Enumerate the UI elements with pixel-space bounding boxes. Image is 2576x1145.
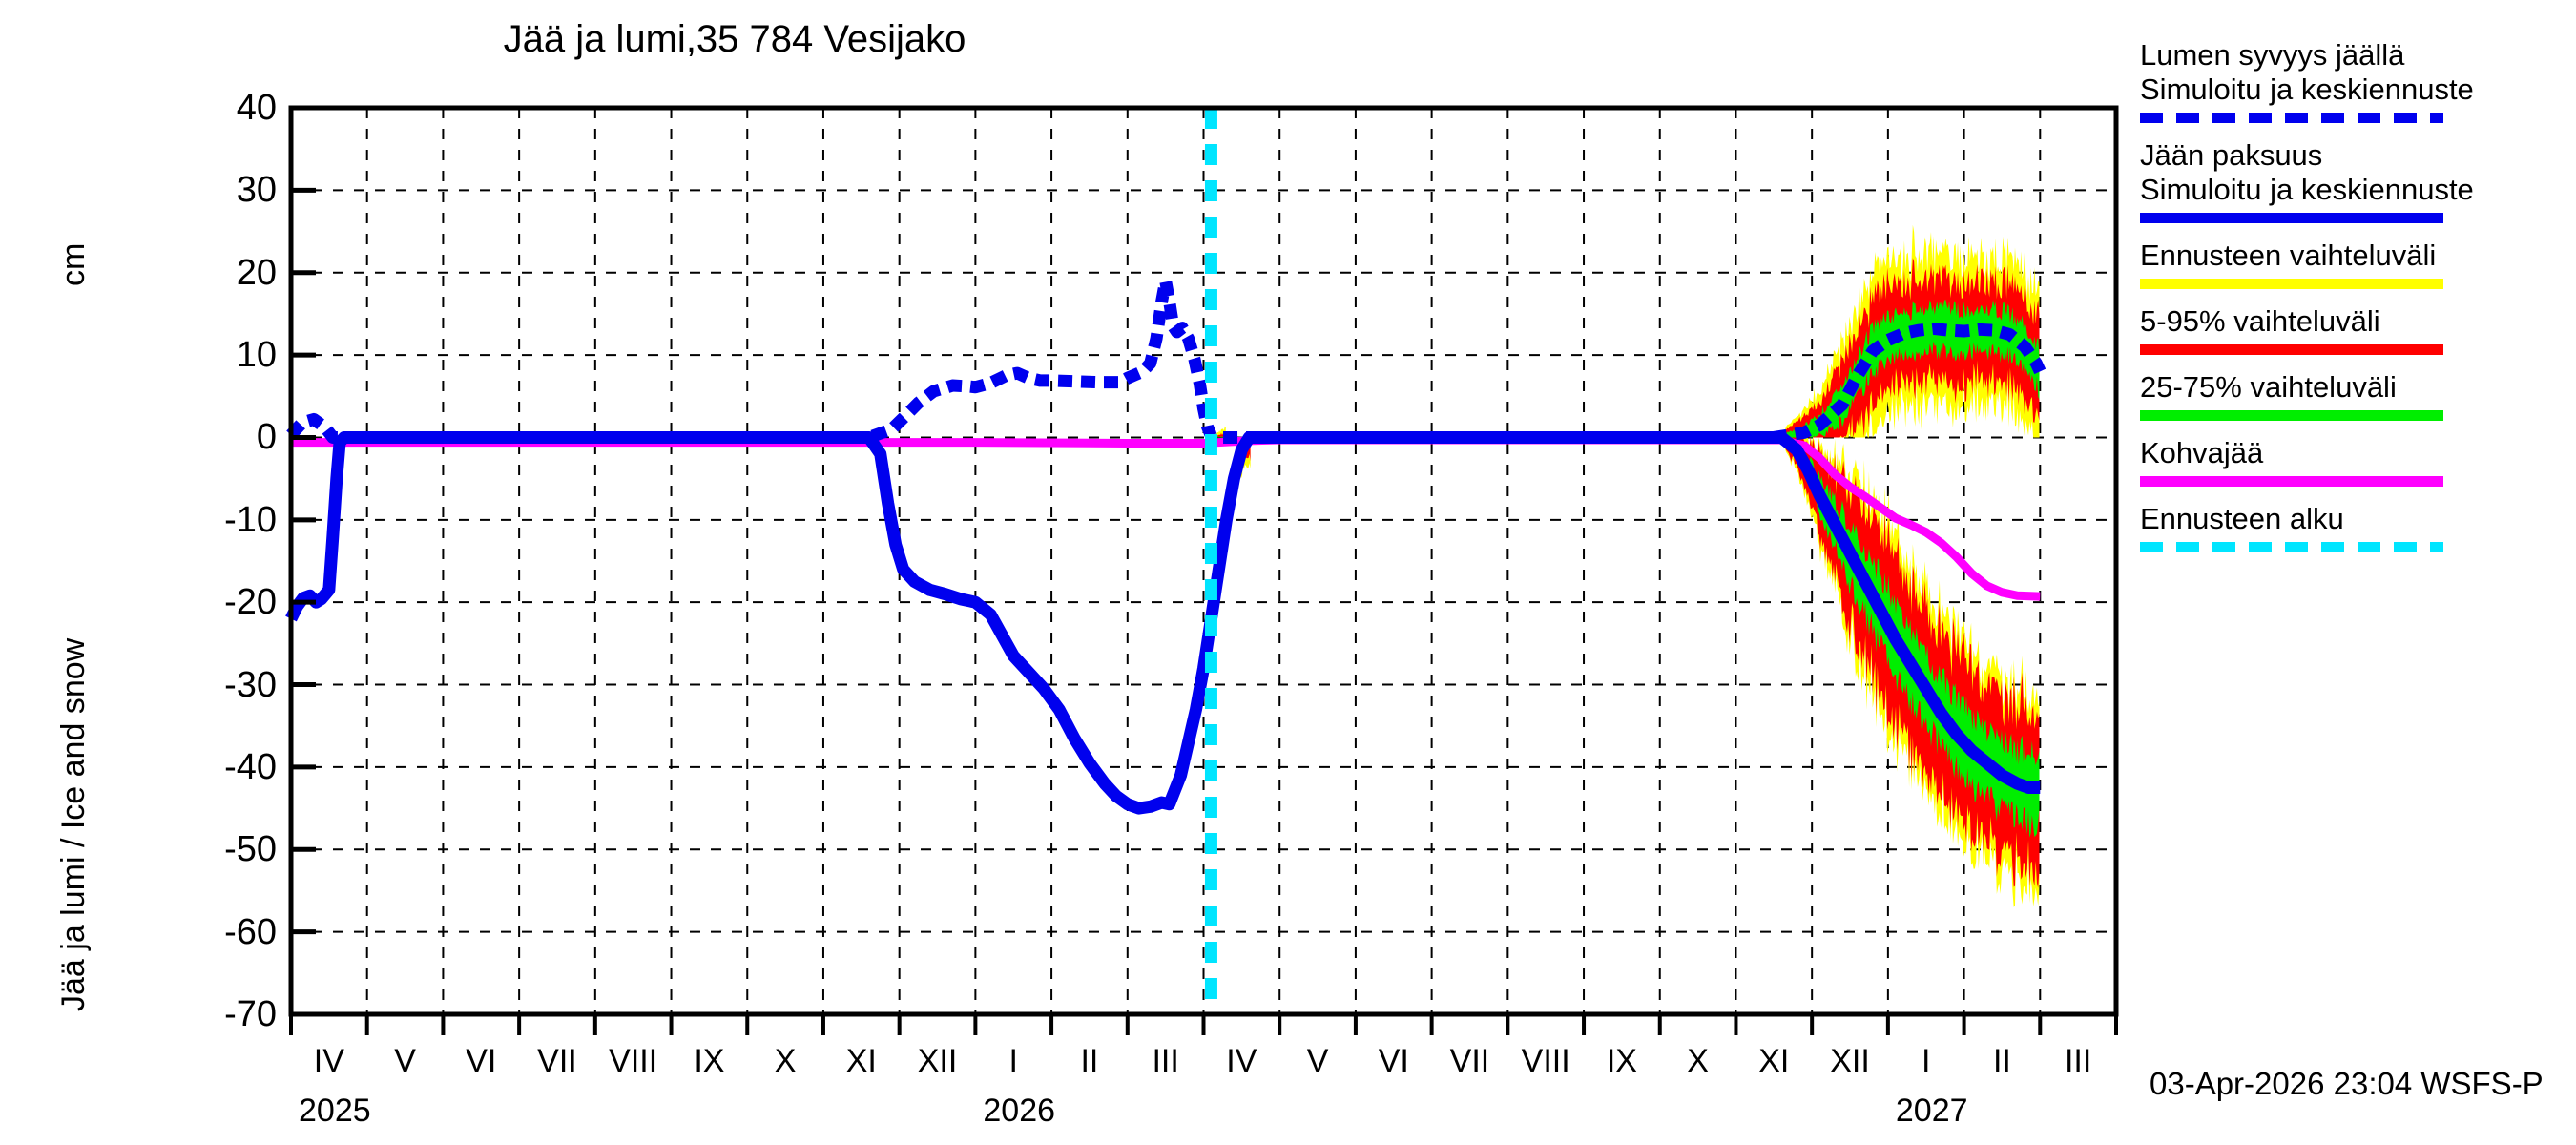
legend-item: Ennusteen alku	[2140, 502, 2576, 552]
x-tick-label-year: 2026	[983, 1093, 1056, 1129]
page-title: Jää ja lumi,35 784 Vesijako	[503, 18, 966, 60]
footer-timestamp: 03-Apr-2026 23:04 WSFS-P	[2150, 1066, 2544, 1101]
x-tick-label-month: VI	[466, 1043, 497, 1079]
y-tick-label: 20	[236, 252, 277, 293]
x-tick-label-month: XII	[1830, 1043, 1870, 1079]
y-tick-label: 0	[256, 417, 277, 458]
x-tick-label-month: VIII	[1521, 1043, 1570, 1079]
x-tick-label-month: III	[1152, 1043, 1179, 1079]
series-line-kohvajaa	[291, 435, 2041, 601]
legend-item: 25-75% vaihteluväli	[2140, 370, 2576, 421]
legend-color-swatch	[2140, 344, 2443, 355]
x-tick-label-month: III	[2064, 1043, 2092, 1079]
legend: Lumen syvyys jäällä Simuloitu ja keskienn…	[2140, 38, 2576, 568]
legend-color-swatch	[2140, 279, 2443, 289]
x-tick-label-month: I	[1008, 1043, 1018, 1079]
y-tick-label: -20	[224, 582, 277, 623]
x-tick-label-month: VIII	[609, 1043, 658, 1079]
x-tick-label-month: VII	[537, 1043, 577, 1079]
y-tick-label: -10	[224, 499, 277, 540]
legend-color-swatch	[2140, 542, 2443, 552]
legend-item-subtitle: Simuloitu ja keskiennuste	[2140, 73, 2474, 106]
x-tick-label-month: XII	[917, 1043, 958, 1079]
x-tick-label-month: IX	[694, 1043, 725, 1079]
x-tick-label-month: XI	[1758, 1043, 1790, 1079]
legend-item-title: Kohvajää	[2140, 436, 2264, 469]
y-tick-label: -30	[224, 664, 277, 705]
band-25-75-range	[1211, 435, 1226, 438]
x-tick-label-month: I	[1921, 1043, 1931, 1079]
y-tick-label: -40	[224, 746, 277, 787]
legend-color-swatch	[2140, 410, 2443, 421]
legend-item-title: Ennusteen vaihteluväli	[2140, 239, 2437, 272]
x-tick-label-year: 2027	[1895, 1093, 1968, 1129]
x-tick-label-month: XI	[845, 1043, 877, 1079]
x-tick-label-month: X	[774, 1043, 797, 1079]
legend-item-title: 5-95% vaihteluväli	[2140, 304, 2380, 338]
series-line-ice-thickness	[285, 430, 2041, 815]
legend-item: Lumen syvyys jäällä Simuloitu ja keskienn…	[2140, 38, 2576, 123]
legend-color-swatch	[2140, 213, 2443, 223]
legend-color-swatch	[2140, 476, 2443, 487]
x-tick-label-month: IV	[1226, 1043, 1257, 1079]
legend-item: 5-95% vaihteluväli	[2140, 304, 2576, 355]
band-5-95-range	[1211, 437, 1251, 619]
y-tick-label: 40	[236, 88, 277, 128]
x-tick-label-month: X	[1687, 1043, 1709, 1079]
legend-item-title: Lumen syvyys jäällä	[2140, 38, 2405, 72]
x-tick-label-month: V	[394, 1043, 416, 1079]
x-tick-label-year: 2025	[299, 1093, 371, 1129]
legend-color-swatch	[2140, 113, 2443, 123]
series-line-snow-depth	[286, 274, 2046, 444]
x-tick-label-month: IX	[1606, 1043, 1637, 1079]
legend-item: Jään paksuus Simuloitu ja keskiennuste	[2140, 138, 2576, 223]
legend-item-subtitle: Simuloitu ja keskiennuste	[2140, 173, 2474, 206]
x-tick-label-month: II	[1992, 1043, 2011, 1079]
legend-item: Kohvajää	[2140, 436, 2576, 487]
y-tick-label: -70	[224, 994, 277, 1034]
y-tick-label: 30	[236, 170, 277, 211]
y-tick-label: -50	[224, 829, 277, 870]
y-tick-label: 10	[236, 335, 277, 376]
legend-item: Ennusteen vaihteluväli	[2140, 239, 2576, 289]
y-axis-tick-labels: 40 30 20 10 0 -10 -20 -30 -40 -50 -60 -70	[134, 0, 277, 1145]
x-tick-label-month: V	[1306, 1043, 1329, 1079]
x-tick-label-month: VII	[1449, 1043, 1490, 1079]
x-axis-tick-labels: IV V VI VII VIII IX X XI XII I II III IV V VI VII VIII IX…	[0, 1045, 2576, 1093]
y-tick-label: -60	[224, 911, 277, 952]
x-tick-label-month: VI	[1378, 1043, 1409, 1079]
legend-item-title: Jään paksuus	[2140, 138, 2323, 172]
legend-item-title: 25-75% vaihteluväli	[2140, 370, 2397, 404]
legend-item-title: Ennusteen alku	[2140, 502, 2344, 535]
x-tick-label-month: II	[1080, 1043, 1099, 1079]
x-tick-label-month: IV	[313, 1043, 344, 1079]
